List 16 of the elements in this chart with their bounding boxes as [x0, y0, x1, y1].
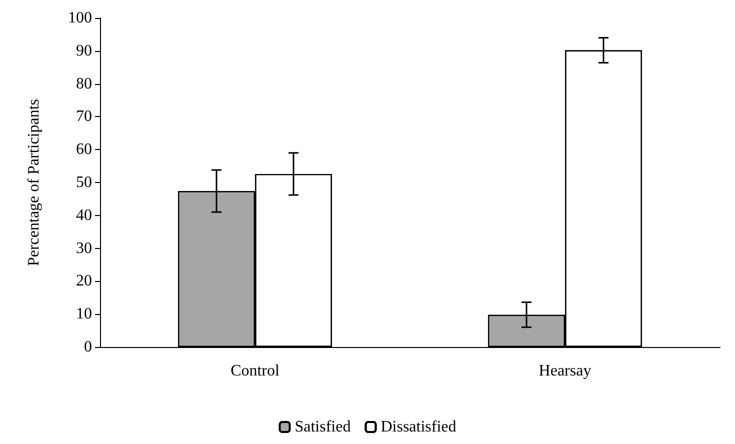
y-tick-label: 50: [76, 174, 92, 191]
x-tick-label: Hearsay: [538, 362, 592, 380]
y-tick-label: 10: [76, 306, 92, 323]
y-axis-title: Percentage of Participants: [26, 98, 42, 266]
legend-label: Satisfied: [294, 418, 351, 436]
y-tick-label: 90: [76, 42, 92, 60]
y-tick-label: 70: [76, 108, 92, 126]
y-tick-label: 80: [76, 75, 92, 92]
y-tick-label: 40: [76, 206, 92, 224]
y-tick-label: 60: [76, 141, 92, 158]
legend-label: Dissatisfied: [380, 418, 456, 436]
y-tick-label: 0: [84, 338, 92, 356]
x-tick-label: Control: [230, 362, 280, 380]
y-tick-label: 100: [68, 10, 92, 26]
y-tick-label: 30: [76, 240, 92, 257]
y-tick-label: 20: [76, 272, 92, 290]
